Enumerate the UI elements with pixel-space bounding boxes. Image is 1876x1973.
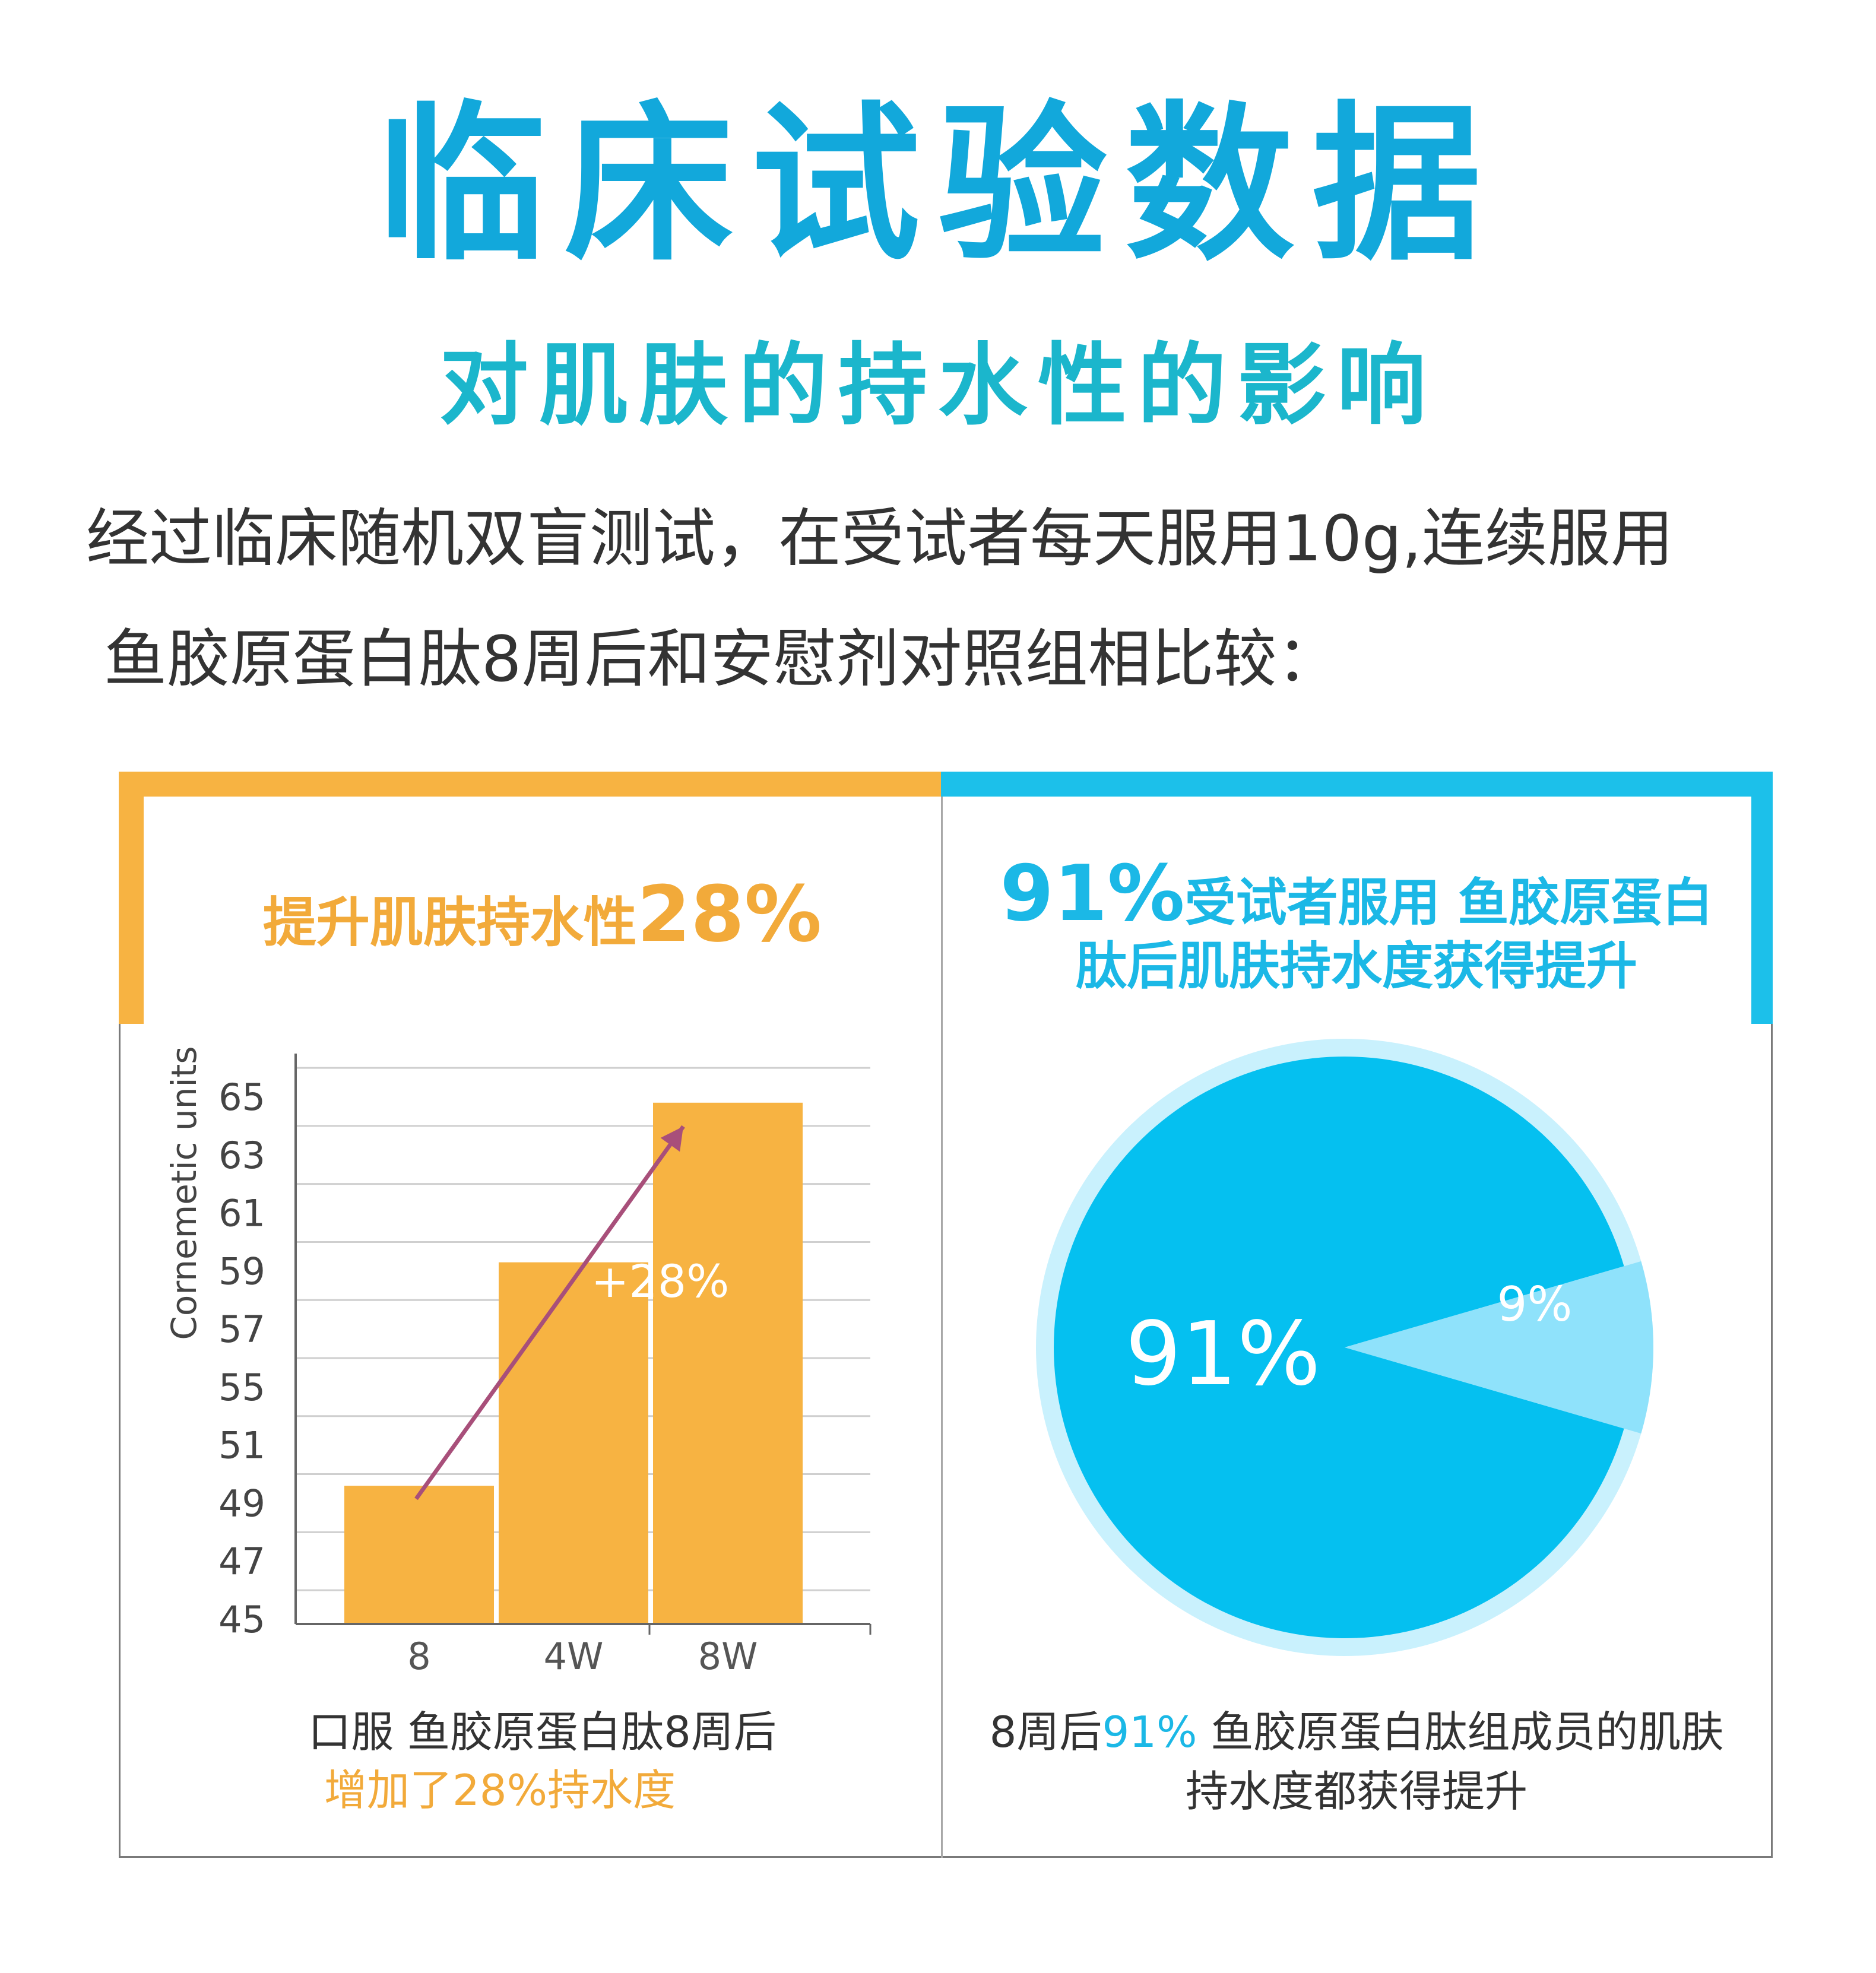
bar-chart-y-tick-label: 49 [218, 1482, 265, 1525]
bar-chart-y-tick-label: 51 [218, 1424, 265, 1467]
bar-chart-y-tick-label: 57 [218, 1308, 265, 1351]
intro-line-2: 鱼胶原蛋白肽8周后和安慰剂对照组相比较： [104, 623, 1340, 696]
bar-chart-trend-arrow [414, 1125, 685, 1501]
right-heading-value: 91% [1000, 848, 1185, 938]
right-caption-line-1: 8周后91% 鱼胶原蛋白肽组成员的肌肤 [950, 1711, 1763, 1753]
right-heading-text-2: 肽后肌肤持水度获得提升 [1076, 937, 1637, 996]
bar-chart-x-tick-label: 4W [544, 1635, 604, 1678]
bar-chart-y-tick-label: 63 [218, 1134, 265, 1177]
right-panel-accent-side [1751, 772, 1773, 1024]
right-caption-prefix: 8周后 [989, 1707, 1102, 1757]
bar-chart-arrowhead [660, 1126, 683, 1152]
right-caption-line-2: 持水度都获得提升 [1185, 1766, 1528, 1816]
left-panel-accent-top [119, 772, 941, 797]
pie-label-minor: 9% [1497, 1277, 1573, 1332]
left-heading-value: 28% [636, 869, 822, 959]
bar-4W [499, 1262, 648, 1624]
intro-line-1: 经过临床随机双盲测试，在受试者每天服用10g,连续服用 [86, 502, 1674, 575]
bar-chart-y-tick-label: 47 [218, 1540, 265, 1583]
bar-chart-y-axis-label: Cornemetic units [164, 1046, 204, 1340]
bar-chart-y-tick-label: 55 [218, 1366, 265, 1409]
bar-chart-x-tick-label: 8W [698, 1635, 758, 1678]
right-panel-heading-line-1: 91%受试者服用 鱼胶原蛋白 [950, 855, 1763, 932]
bar-8 [344, 1486, 494, 1624]
bar-chart-y-tick-label: 61 [218, 1192, 265, 1235]
bar-chart-y-tick-label: 65 [218, 1076, 265, 1119]
bar-chart-y-tick-label: 59 [218, 1249, 265, 1293]
left-panel-accent-side [119, 772, 144, 1024]
panel-divider [941, 772, 943, 1858]
right-panel-accent-top [941, 772, 1773, 797]
bar-8W [653, 1102, 803, 1624]
left-heading-text: 提升肌肤持水性 [262, 892, 637, 954]
bar-chart-y-tick-label: 45 [218, 1598, 265, 1641]
left-caption-line-1: 口服 鱼胶原蛋白肽8周后 [308, 1707, 777, 1757]
page-subtitle: 对肌肤的持水性的影响 [439, 334, 1437, 437]
bar-chart: 45 47 49 51 55 57 59 61 63 65 8 4W 8W Cornemetic un… [164, 1046, 872, 1678]
right-heading-text-1: 受试者服用 鱼胶原蛋白 [1184, 873, 1713, 932]
left-panel-heading: 提升肌肤持水性28% [144, 876, 941, 953]
right-caption-suffix: 鱼胶原蛋白肽组成员的肌肤 [1197, 1707, 1724, 1757]
pie-slice-minor [1345, 1261, 1653, 1434]
right-caption-value: 91% [1102, 1707, 1197, 1757]
pie-chart: 91% 9% [1036, 1039, 1653, 1656]
pie-label-main: 91% [1126, 1303, 1321, 1405]
bar-chart-annotation: +28% [591, 1255, 730, 1308]
pie-slice-main [1053, 1057, 1624, 1638]
page-title: 临床试验数据 [377, 87, 1499, 284]
left-caption-line-2: 增加了28%持水度 [324, 1765, 676, 1815]
bar-chart-x-tick-label: 8 [407, 1635, 430, 1678]
